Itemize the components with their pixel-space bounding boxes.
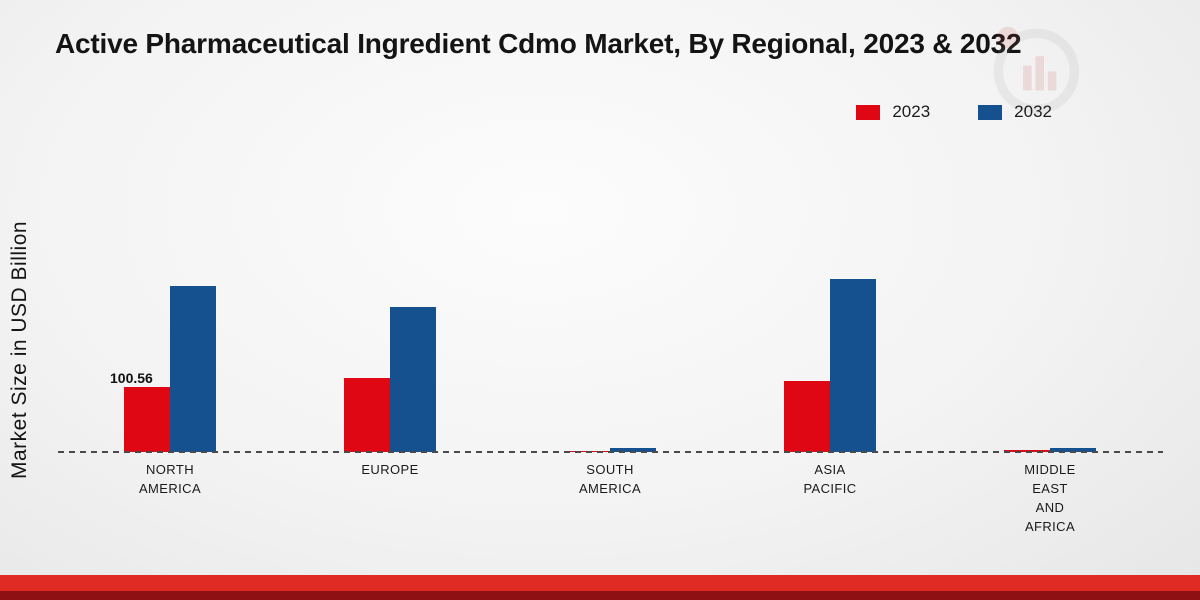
y-axis-label: Market Size in USD Billion [8, 220, 31, 480]
category-label: ASIA PACIFIC [803, 462, 857, 496]
bar-group: 100.56 NORTH AMERICA [110, 150, 216, 496]
legend-item-2023: 2023 [856, 102, 930, 122]
bar-2023 [784, 381, 830, 452]
plot-area: 100.56 NORTH AMERICA EUROPE SOUTH AMERICA AS… [60, 150, 1160, 534]
category-label: MIDDLE EAST AND AFRICA [1024, 462, 1076, 534]
bar-2032 [830, 278, 876, 452]
bar-group: ASIA PACIFIC [784, 150, 876, 496]
legend: 2023 2032 [856, 102, 1052, 122]
bar-2032 [390, 306, 436, 452]
bar-2023: 100.56 [110, 370, 170, 452]
category-label: SOUTH AMERICA [578, 462, 642, 496]
category-label: EUROPE [361, 462, 419, 477]
bar-2032 [610, 448, 656, 452]
bar-2023 [344, 378, 390, 452]
x-axis-baseline [58, 451, 1163, 453]
chart-title: Active Pharmaceutical Ingredient Cdmo Ma… [55, 28, 1022, 59]
bar-2032 [1050, 447, 1096, 452]
value-label: 100.56 [110, 370, 153, 387]
bar-group: MIDDLE EAST AND AFRICA [1004, 150, 1096, 534]
legend-swatch-2023-icon [856, 104, 881, 120]
category-label: NORTH AMERICA [138, 462, 202, 496]
legend-item-2032: 2032 [978, 102, 1052, 122]
bar-group: SOUTH AMERICA [564, 150, 656, 496]
bar-group: EUROPE [344, 150, 436, 477]
legend-swatch-2032-icon [978, 104, 1003, 120]
footer-dark-red-band [0, 591, 1200, 600]
legend-label-2032: 2032 [1014, 102, 1052, 121]
footer-red-band [0, 575, 1200, 591]
legend-label-2023: 2023 [892, 102, 931, 121]
bar-2032 [170, 286, 216, 452]
